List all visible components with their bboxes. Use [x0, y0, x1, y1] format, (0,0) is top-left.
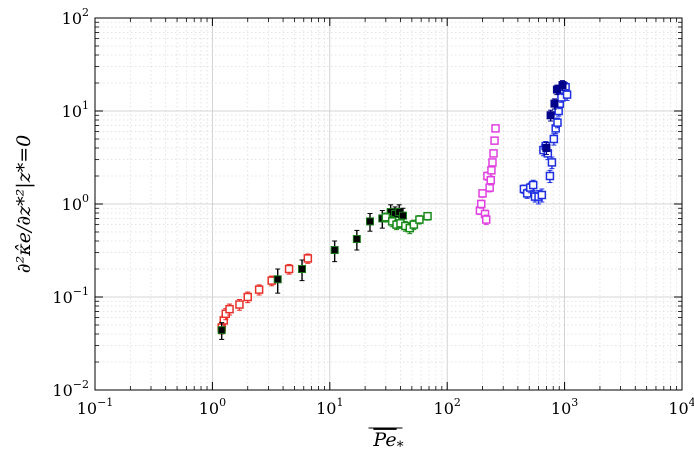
grid	[94, 18, 682, 391]
data-point	[409, 220, 419, 229]
data-point	[273, 275, 282, 284]
data-point	[490, 136, 499, 145]
x-tick-label: 101	[316, 396, 343, 418]
data-point	[537, 190, 547, 200]
series-3	[475, 124, 500, 226]
data-point	[489, 149, 498, 158]
data-point	[217, 326, 226, 335]
data-point	[487, 166, 496, 175]
data-point	[481, 215, 491, 224]
y-tick-label: 10−1	[52, 285, 89, 307]
x-tick-label: 100	[199, 396, 226, 418]
data-point	[284, 264, 294, 274]
data-point	[254, 285, 264, 294]
y-tick-label: 10−2	[52, 378, 89, 400]
data-point	[542, 144, 551, 153]
data-point	[243, 292, 252, 302]
data-point	[235, 300, 244, 309]
x-tick-label: 104	[668, 396, 694, 418]
data-point	[478, 189, 487, 198]
series-4	[519, 82, 572, 205]
data-point	[491, 124, 500, 133]
series-5	[542, 80, 567, 156]
axis-ticks	[94, 17, 683, 391]
data-point	[415, 215, 424, 224]
series-2	[381, 211, 432, 235]
data-point	[547, 158, 557, 167]
data-point	[545, 171, 555, 181]
data-point	[477, 199, 486, 209]
data-point	[423, 211, 432, 221]
series-1	[217, 204, 407, 340]
data-point	[225, 304, 234, 314]
data-point	[550, 99, 559, 108]
y-axis-label: ∂²κ̂e/∂z*²|z*=0	[13, 135, 35, 273]
data-point	[330, 246, 339, 255]
y-tick-label: 101	[62, 99, 89, 121]
data-point	[303, 254, 313, 263]
data-point	[553, 118, 562, 127]
data-point	[549, 134, 559, 144]
data-point	[398, 211, 407, 220]
y-tick-label: 100	[62, 192, 89, 214]
series-0	[217, 253, 313, 335]
data-point	[528, 180, 538, 190]
data-point	[562, 90, 572, 99]
x-tick-label: 103	[551, 396, 578, 418]
y-tick-label: 102	[62, 6, 89, 28]
x-axis-label: Pe*	[372, 429, 403, 455]
plot-frame	[94, 17, 683, 391]
data-marks	[217, 80, 572, 340]
data-point	[488, 158, 497, 167]
data-point	[546, 111, 555, 120]
x-tick-label: 102	[434, 396, 461, 418]
data-point	[486, 176, 496, 185]
data-point	[366, 217, 375, 226]
x-tick-label: 10−1	[77, 396, 114, 418]
data-point	[352, 235, 361, 244]
data-point	[298, 265, 307, 274]
data-point	[558, 81, 567, 90]
